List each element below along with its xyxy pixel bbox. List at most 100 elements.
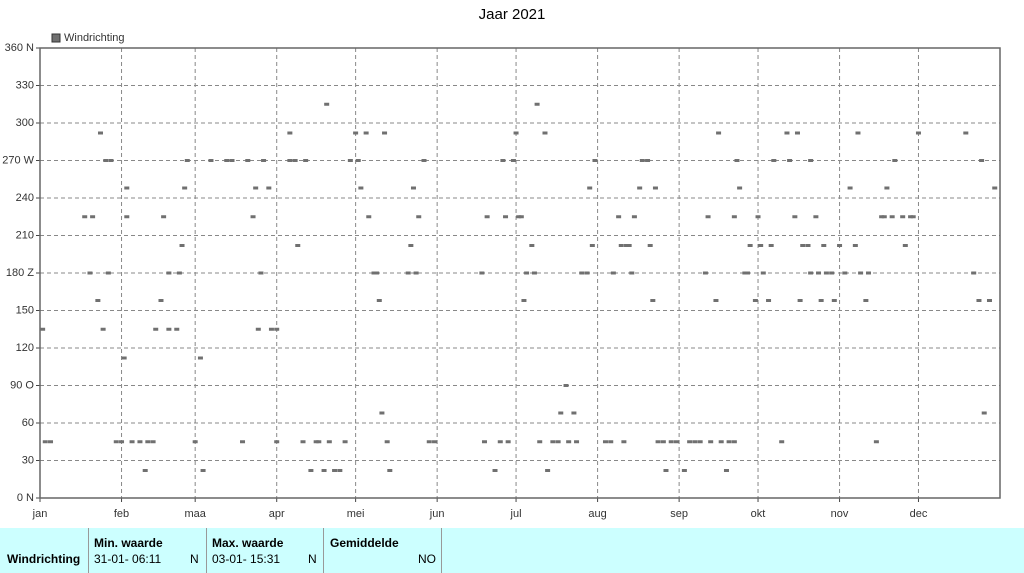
- point: [274, 327, 280, 331]
- x-tick-label: jul: [510, 508, 522, 520]
- point: [705, 215, 711, 219]
- point: [358, 186, 364, 190]
- point: [574, 440, 580, 444]
- x-tick-label: mei: [347, 508, 365, 520]
- point: [731, 440, 737, 444]
- point: [379, 411, 385, 415]
- point: [266, 186, 272, 190]
- point: [229, 159, 235, 162]
- point: [747, 244, 753, 247]
- stats-table: Min. waarde Max. waarde Gemiddelde Windr…: [0, 528, 1024, 573]
- point: [342, 440, 348, 444]
- point: [97, 131, 103, 135]
- point: [865, 271, 871, 275]
- point: [40, 327, 46, 331]
- point: [723, 469, 729, 472]
- point: [421, 159, 427, 162]
- legend-swatch: [51, 33, 61, 43]
- point: [852, 244, 858, 247]
- point: [184, 159, 190, 162]
- point: [892, 159, 898, 162]
- point: [668, 440, 674, 444]
- point: [176, 271, 182, 275]
- point: [771, 159, 777, 162]
- point: [737, 186, 743, 190]
- point: [910, 215, 916, 219]
- point: [119, 440, 125, 444]
- y-tick-label: 120: [16, 342, 34, 354]
- point: [524, 271, 530, 275]
- point: [521, 299, 527, 302]
- point: [166, 271, 172, 275]
- point: [708, 440, 714, 444]
- row-label: Windrichting: [7, 552, 81, 566]
- point: [103, 159, 109, 162]
- point: [855, 131, 861, 135]
- point: [432, 440, 438, 444]
- separator: [323, 528, 324, 573]
- y-tick-label: 60: [22, 417, 34, 429]
- point: [584, 271, 590, 275]
- point: [529, 244, 535, 247]
- point: [313, 440, 319, 444]
- cell: NO: [418, 552, 436, 566]
- point: [766, 299, 772, 302]
- point: [124, 215, 130, 219]
- point: [758, 244, 764, 247]
- separator: [441, 528, 442, 573]
- point: [337, 469, 343, 472]
- point: [637, 186, 643, 190]
- point: [497, 440, 503, 444]
- point: [829, 271, 835, 275]
- point: [808, 271, 814, 275]
- point: [87, 271, 93, 275]
- point: [745, 271, 751, 275]
- point: [518, 215, 524, 219]
- point: [602, 440, 608, 444]
- y-tick-label: 30: [22, 454, 34, 466]
- point: [124, 186, 130, 190]
- point: [842, 271, 848, 275]
- point: [663, 469, 669, 472]
- point: [287, 159, 293, 162]
- point: [308, 469, 314, 472]
- point: [566, 440, 572, 444]
- point: [900, 215, 906, 219]
- point: [618, 244, 624, 247]
- cell: 03-01- 15:31: [212, 552, 281, 566]
- point: [121, 356, 127, 360]
- point: [208, 159, 214, 162]
- point: [963, 131, 969, 135]
- point: [240, 440, 246, 444]
- point: [587, 186, 593, 190]
- point: [321, 469, 327, 472]
- chart: Jaar 2021 Windrichting 0 N 30 60 90 O 120 150…: [2, 6, 1001, 520]
- point: [145, 440, 151, 444]
- point: [366, 215, 372, 219]
- point: [687, 440, 693, 444]
- point: [716, 131, 722, 135]
- point: [295, 244, 301, 247]
- point: [545, 469, 551, 472]
- point: [645, 159, 651, 162]
- point: [250, 215, 256, 219]
- point: [616, 215, 622, 219]
- x-tick-label: sep: [670, 508, 688, 520]
- point: [105, 271, 111, 275]
- point: [863, 299, 869, 302]
- point: [626, 244, 632, 247]
- point: [258, 271, 264, 275]
- point: [332, 469, 338, 472]
- point: [652, 186, 658, 190]
- point: [986, 299, 992, 302]
- point: [673, 440, 679, 444]
- point: [881, 215, 887, 219]
- point: [718, 440, 724, 444]
- point: [858, 271, 864, 275]
- point: [908, 215, 914, 219]
- point: [113, 440, 119, 444]
- point: [382, 131, 388, 135]
- cell: N: [308, 552, 317, 566]
- separator: [206, 528, 207, 573]
- point: [42, 440, 48, 444]
